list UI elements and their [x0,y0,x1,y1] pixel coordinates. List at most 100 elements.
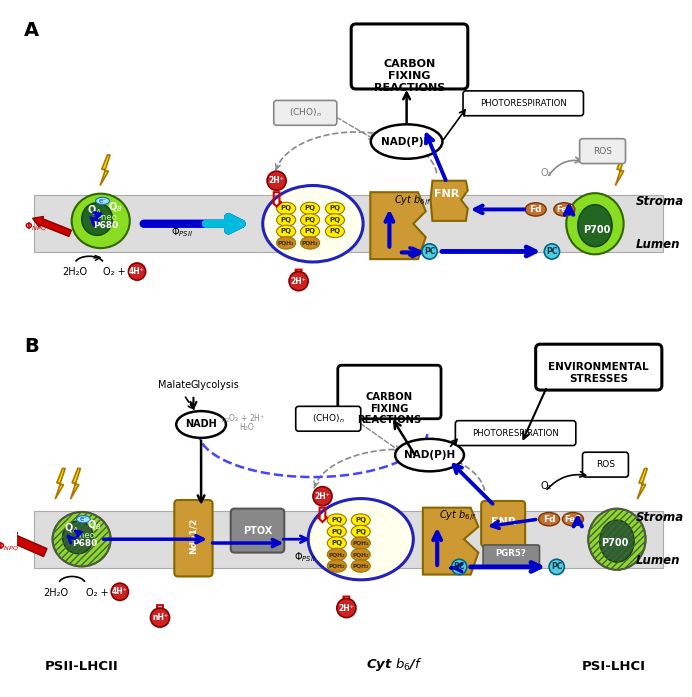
Text: ENVIRONMENTAL
STRESSES: ENVIRONMENTAL STRESSES [549,362,649,384]
Ellipse shape [325,214,345,226]
Ellipse shape [72,194,130,248]
FancyBboxPatch shape [580,139,626,164]
Ellipse shape [327,526,347,538]
Ellipse shape [325,202,345,215]
Text: 2H₂O: 2H₂O [62,268,88,277]
FancyBboxPatch shape [481,501,525,547]
Ellipse shape [277,202,295,215]
Ellipse shape [351,537,370,549]
Circle shape [267,171,286,190]
Text: CARBON
FIXING
REACTIONS: CARBON FIXING REACTIONS [374,59,445,93]
Ellipse shape [554,203,575,216]
Bar [34,195,663,252]
Polygon shape [637,468,647,499]
Text: O₂ +: O₂ + [86,588,109,597]
Text: PQH₂: PQH₂ [329,563,345,569]
Text: PQ: PQ [304,217,316,223]
Text: $_{1/2}$O₂ + 2H⁺: $_{1/2}$O₂ + 2H⁺ [220,412,266,424]
Text: Stroma: Stroma [636,511,684,523]
Text: PSII-LHCII: PSII-LHCII [45,660,118,673]
Text: Glycolysis: Glycolysis [190,380,239,390]
Text: 4H⁺: 4H⁺ [112,588,128,596]
Text: PC: PC [424,247,435,256]
FancyBboxPatch shape [174,500,212,576]
Text: 2H⁺: 2H⁺ [291,277,307,286]
Text: PHOTORESPIRATION: PHOTORESPIRATION [472,429,559,438]
Text: PQ: PQ [281,217,292,223]
Text: PQ: PQ [355,517,366,523]
Text: P680: P680 [72,539,98,548]
Text: PQ: PQ [329,206,340,211]
Ellipse shape [300,202,320,215]
Circle shape [452,559,467,574]
Polygon shape [423,507,478,574]
Ellipse shape [277,237,295,249]
Text: P700: P700 [583,225,611,236]
Text: PQ: PQ [304,229,316,234]
Text: Cyt $b_{6/f}$: Cyt $b_{6/f}$ [394,194,432,209]
Circle shape [111,583,129,600]
Text: PTOX: PTOX [243,526,272,535]
Text: PC: PC [453,562,465,572]
Text: PSI-LHCI: PSI-LHCI [582,660,646,673]
Ellipse shape [538,512,560,526]
Text: Malate: Malate [158,380,191,390]
Text: Φ$_{PSII}$: Φ$_{PSII}$ [294,550,316,564]
Ellipse shape [82,203,113,236]
Text: O₂: O₂ [540,480,552,491]
Text: 2H⁺: 2H⁺ [338,604,354,613]
Text: PQ: PQ [281,206,292,211]
Text: PQH₂: PQH₂ [352,541,369,546]
FancyBboxPatch shape [455,421,576,445]
Circle shape [422,244,437,259]
Text: A: A [24,22,39,40]
Text: PQH₂: PQH₂ [329,552,345,557]
Text: O₂: O₂ [540,168,552,178]
Polygon shape [370,192,426,259]
FancyBboxPatch shape [295,406,361,431]
Text: PQ: PQ [331,540,343,546]
Text: Φ$_{NPQ}$: Φ$_{NPQ}$ [0,540,19,553]
Text: PQ: PQ [329,229,340,234]
FancyBboxPatch shape [483,545,540,568]
Ellipse shape [351,549,370,560]
Polygon shape [55,468,65,499]
Ellipse shape [77,516,91,523]
Text: PC: PC [551,562,563,572]
Text: Fd: Fd [529,205,542,214]
Text: Ndh1/2: Ndh1/2 [189,518,198,554]
Circle shape [129,263,145,280]
Text: (CHO)$_n$: (CHO)$_n$ [289,107,322,119]
Text: PGR5?: PGR5? [495,549,526,558]
Text: H₂O: H₂O [239,423,254,432]
Text: FeS: FeS [565,514,581,523]
Text: P700: P700 [601,538,629,548]
FancyBboxPatch shape [274,100,337,125]
Text: Q$_B$: Q$_B$ [109,201,123,214]
Text: FeS: FeS [556,205,573,214]
Text: NAD(P)H: NAD(P)H [404,450,455,460]
Ellipse shape [600,520,634,562]
Ellipse shape [176,411,226,438]
FancyBboxPatch shape [536,344,662,390]
Ellipse shape [327,514,347,526]
Text: P680: P680 [93,220,118,229]
Ellipse shape [566,193,623,254]
FancyBboxPatch shape [351,24,468,89]
Ellipse shape [351,526,370,538]
Ellipse shape [395,439,464,471]
Circle shape [549,559,565,574]
Polygon shape [615,155,626,185]
Ellipse shape [588,509,646,569]
Text: nH⁺: nH⁺ [152,613,168,622]
Circle shape [313,487,332,506]
Ellipse shape [327,537,347,549]
Text: PQ: PQ [331,528,343,535]
Text: 2H⁺: 2H⁺ [268,176,284,185]
Text: 2H₂O: 2H₂O [44,588,69,597]
Ellipse shape [300,225,320,238]
Polygon shape [100,155,110,185]
Text: NADH: NADH [185,420,217,429]
Ellipse shape [300,214,320,226]
Ellipse shape [351,560,370,572]
